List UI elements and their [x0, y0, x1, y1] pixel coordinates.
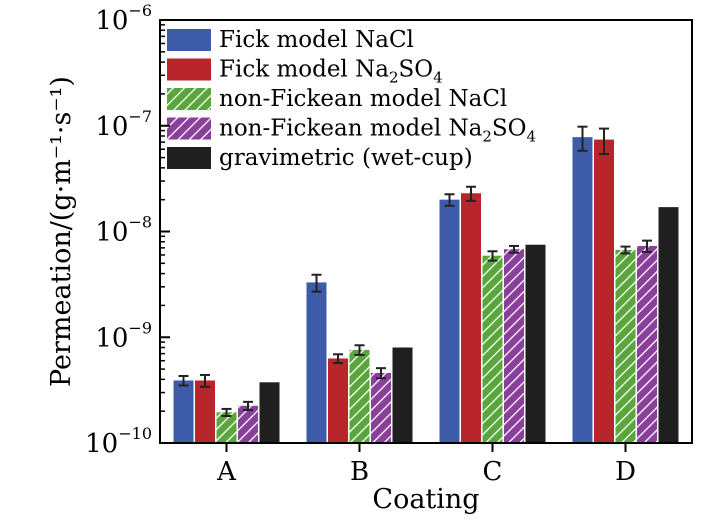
- error-bar-D-series-3: [642, 239, 652, 253]
- error-bar-A-series-1: [200, 373, 210, 388]
- error-bar-A-series-3: [243, 400, 253, 412]
- legend-swatch: [167, 29, 211, 51]
- error-bar-B-series-0: [311, 273, 322, 293]
- bar-B-series-0: [306, 282, 327, 443]
- bar-B-series-2: [349, 349, 370, 443]
- bar-D-series-4: [658, 207, 679, 443]
- error-bar-C-series-2: [487, 250, 498, 262]
- bar-D-series-2: [615, 249, 636, 443]
- error-bars-layer: [178, 125, 652, 418]
- bars-layer: [173, 137, 679, 444]
- error-bar-A-series-2: [221, 407, 232, 418]
- legend-label: gravimetric (wet-cup): [219, 145, 473, 171]
- y-tick-label: 10−6: [95, 1, 152, 36]
- legend-item-1: Fick model Na2SO4: [167, 57, 443, 87]
- y-tick-label: 10−10: [85, 424, 152, 459]
- legend-item-4: gravimetric (wet-cup): [167, 145, 473, 171]
- x-tick-label-D: D: [615, 457, 636, 487]
- bar-D-series-1: [594, 139, 614, 444]
- error-bar-C-series-1: [466, 185, 476, 202]
- error-bar-A-series-0: [178, 375, 189, 387]
- error-bar-C-series-0: [444, 193, 455, 207]
- bar-C-series-3: [504, 249, 524, 443]
- legend-label: non-Fickean model Na2SO4: [219, 116, 536, 146]
- y-tick-label: 10−8: [95, 213, 152, 248]
- bar-A-series-2: [216, 412, 237, 443]
- legend-label: Fick model Na2SO4: [219, 57, 443, 87]
- y-tick-label: 10−9: [95, 318, 152, 353]
- y-tick-label: 10−7: [95, 107, 152, 142]
- x-axis-title: Coating: [372, 484, 479, 515]
- bar-C-series-2: [482, 255, 503, 443]
- legend-swatch: [167, 88, 211, 110]
- error-bar-D-series-1: [599, 127, 609, 156]
- legend-swatch: [167, 147, 211, 169]
- legend-swatch: [167, 58, 211, 81]
- axes-layer: 10−10 10−9 10−8 10−7 10−6 A B C D: [85, 1, 693, 487]
- bar-A-series-3: [238, 405, 258, 443]
- y-axis-title: Permeation/(g·m⁻¹·s⁻¹): [46, 76, 77, 387]
- bar-B-series-1: [328, 358, 348, 443]
- x-tick-label-B: B: [350, 457, 369, 487]
- bar-C-series-0: [439, 199, 460, 443]
- legend-item-0: Fick model NaCl: [167, 27, 414, 53]
- legend-label: Fick model NaCl: [219, 27, 414, 53]
- error-bar-C-series-3: [509, 244, 519, 254]
- bar-A-series-4: [259, 382, 280, 443]
- error-bar-B-series-2: [354, 344, 365, 356]
- error-bar-B-series-1: [333, 353, 343, 365]
- bar-B-series-3: [371, 372, 391, 443]
- bar-A-series-0: [173, 380, 194, 443]
- x-tick-label-C: C: [483, 457, 503, 487]
- legend-label: non-Fickean model NaCl: [219, 86, 507, 112]
- bar-D-series-3: [637, 245, 657, 443]
- x-tick-label-A: A: [216, 457, 237, 487]
- bar-D-series-0: [572, 137, 593, 443]
- bar-A-series-1: [195, 380, 215, 443]
- error-bar-B-series-3: [376, 367, 386, 380]
- error-bar-D-series-0: [577, 125, 588, 152]
- legend-item-3: non-Fickean model Na2SO4: [167, 116, 536, 146]
- bar-C-series-4: [525, 244, 546, 443]
- bar-B-series-4: [392, 347, 413, 443]
- legend-item-2: non-Fickean model NaCl: [167, 86, 507, 112]
- bar-C-series-1: [461, 193, 481, 443]
- legend-swatch: [167, 117, 211, 140]
- error-bar-D-series-2: [620, 245, 631, 255]
